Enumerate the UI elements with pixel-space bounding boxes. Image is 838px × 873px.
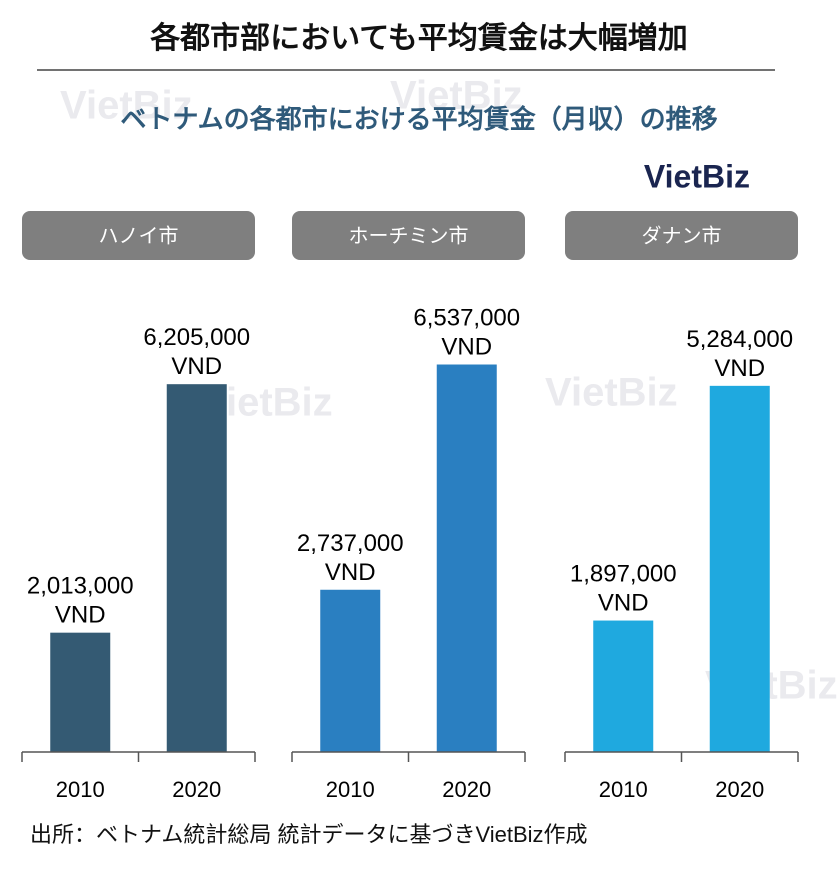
- data-label: 2,737,000 VND: [297, 530, 404, 586]
- bar: [436, 364, 497, 752]
- panel-header: [565, 211, 798, 260]
- bar: [166, 384, 227, 752]
- x-tick-label: 2010: [326, 777, 375, 802]
- bar: [320, 589, 381, 752]
- source-note: 出所：ベトナム統計総局 統計データに基づきVietBiz作成: [30, 822, 588, 847]
- watermark: VietBiz: [390, 74, 523, 118]
- bar: [709, 385, 770, 752]
- x-tick-label: 2010: [599, 777, 648, 802]
- watermark: VietBiz: [545, 371, 678, 415]
- panel-header: [292, 211, 525, 260]
- panel-title: ホーチミン市: [349, 224, 469, 247]
- data-label: 5,284,000 VND: [686, 326, 793, 382]
- panel-header: [22, 211, 255, 260]
- x-tick-label: 2020: [442, 777, 491, 802]
- watermark: VietBiz: [60, 84, 193, 128]
- data-label: 6,537,000 VND: [413, 305, 520, 361]
- x-tick-label: 2020: [172, 777, 221, 802]
- bar: [593, 620, 654, 752]
- data-label: 2,013,000 VND: [27, 573, 134, 629]
- logo: VietBiz: [644, 158, 750, 194]
- title: 各都市部においても平均賃金は大幅増加: [149, 21, 688, 55]
- data-label: 6,205,000 VND: [143, 325, 250, 381]
- bar: [50, 632, 111, 752]
- x-tick-label: 2010: [56, 777, 105, 802]
- data-label: 1,897,000 VND: [570, 561, 677, 617]
- subtitle: ベトナムの各都市における平均賃金（月収）の推移: [120, 104, 717, 134]
- panel-title: ハノイ市: [99, 224, 179, 247]
- x-tick-label: 2020: [715, 777, 764, 802]
- panel-title: ダナン市: [642, 224, 722, 247]
